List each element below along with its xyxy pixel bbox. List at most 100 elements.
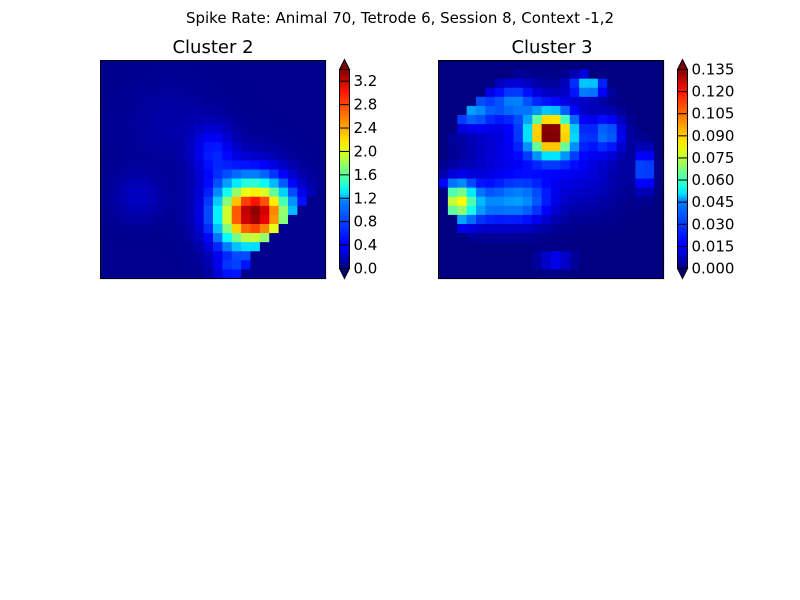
heatmap-cell [297,133,308,143]
heatmap-cell [241,205,252,216]
heatmap-cell [597,142,608,152]
heatmap-cell [626,269,636,280]
heatmap-cell [588,60,599,71]
heatmap-cell [438,251,449,261]
heatmap-cell [522,242,533,252]
heatmap-cell [597,124,608,134]
heatmap-cell [476,242,486,252]
heatmap-cell [166,169,177,180]
heatmap-cell [175,251,186,261]
heatmap-cell [447,260,458,271]
heatmap-cell [626,105,636,116]
heatmap-cell [504,124,515,134]
heatmap-cell [278,214,289,225]
heatmap-cell [476,96,486,107]
heatmap-cell [231,251,242,261]
heatmap-cell [306,269,317,280]
heatmap-cell [213,178,223,189]
heatmap-cell [447,196,458,207]
heatmap-cell [457,269,468,280]
heatmap-cell [203,224,214,234]
heatmap-cell [166,69,177,80]
heatmap-cell [138,142,148,152]
heatmap-cell [626,169,636,180]
heatmap-cell [635,151,646,162]
heatmap-cell [466,269,477,280]
heatmap-cell [560,69,571,80]
heatmap-cell [119,224,130,234]
heatmap-cell [156,251,167,261]
heatmap-cell [231,269,242,280]
heatmap-cell [485,242,496,252]
heatmap-cell [184,142,195,152]
heatmap-cell [278,87,289,98]
heatmap-cell [494,178,505,189]
heatmap-cell [569,233,580,243]
heatmap-cell [128,251,139,261]
heatmap-cell [616,251,627,261]
heatmap-cell [138,224,148,234]
heatmap-cell [588,196,599,207]
heatmap-cell [522,251,533,261]
heatmap-cell [128,260,139,271]
heatmap-cell [128,124,139,134]
heatmap-cell [635,196,646,207]
heatmap-cell [607,87,618,98]
heatmap-cell [644,178,655,189]
heatmap-cell [166,142,177,152]
heatmap-cell [166,269,177,280]
heatmap-cell [457,214,468,225]
heatmap-cell [485,178,496,189]
heatmap-cell [250,260,261,271]
heatmap-cell [241,105,252,116]
heatmap-cell [466,196,477,207]
colorbar-tick-label: 2.8 [354,96,378,114]
heatmap-cell [616,69,627,80]
heatmap-cell [250,169,261,180]
heatmap-cell [250,205,261,216]
heatmap-cell [597,187,608,198]
heatmap-cell [616,187,627,198]
heatmap-cell [138,205,148,216]
heatmap-cell [119,105,130,116]
heatmap-cell [128,178,139,189]
heatmap-cell [569,160,580,171]
heatmap-cell [194,251,205,261]
heatmap-cell [635,260,646,271]
heatmap-cell [644,142,655,152]
heatmap-cell [306,251,317,261]
heatmap-cell [626,124,636,134]
heatmap-cell [147,196,158,207]
heatmap-cell [466,214,477,225]
heatmap-cell [494,205,505,216]
heatmap-cell [447,78,458,89]
heatmap-cell [269,69,280,80]
heatmap-cell [494,224,505,234]
heatmap-cell [213,96,223,107]
heatmap-cell [588,142,599,152]
heatmap-cell [644,151,655,162]
heatmap-cell [269,133,280,143]
heatmap-cell [269,260,280,271]
heatmap-cell [184,260,195,271]
heatmap-cell [485,205,496,216]
heatmap-cell [128,196,139,207]
heatmap-cell [175,60,186,71]
heatmap-cell [259,115,270,125]
heatmap-cell [457,242,468,252]
heatmap-cell [147,151,158,162]
heatmap-cell [184,60,195,71]
heatmap-cell [222,260,233,271]
heatmap-cell [635,242,646,252]
heatmap-cell [532,214,543,225]
heatmap-cell [241,214,252,225]
heatmap-cell [644,124,655,134]
heatmap-cell [654,251,665,261]
heatmap-cell [138,269,148,280]
heatmap-cell [616,269,627,280]
heatmap-cell [654,178,665,189]
heatmap-cell [316,151,327,162]
heatmap-cell [597,78,608,89]
heatmap-cell [466,142,477,152]
heatmap-cell [494,233,505,243]
